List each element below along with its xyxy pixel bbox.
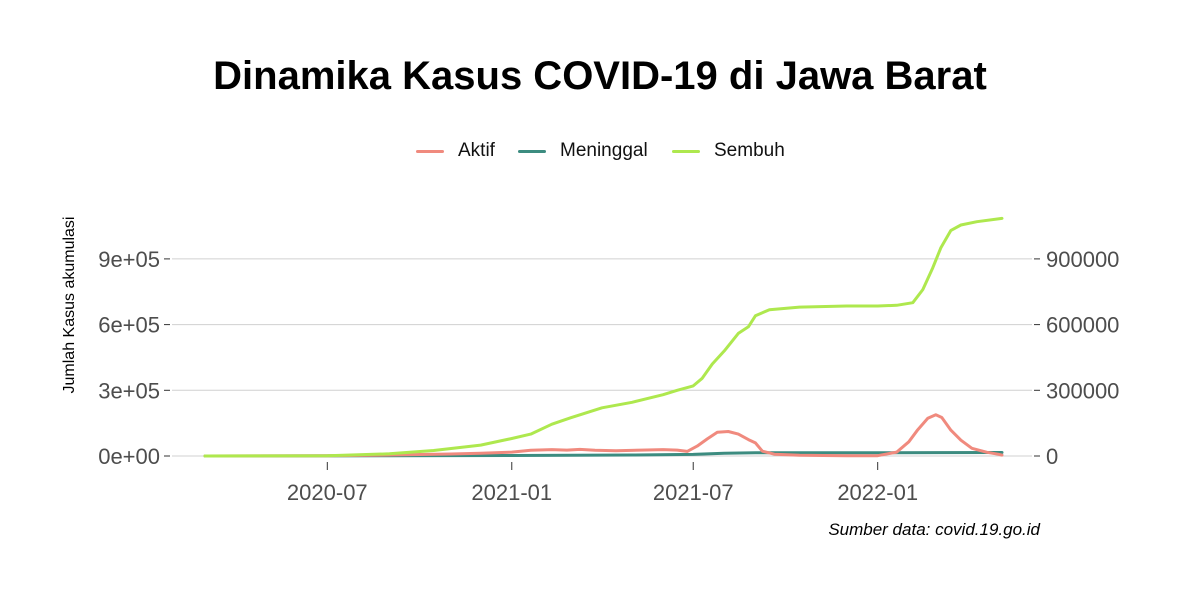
legend-label-meninggal: Meninggal	[560, 140, 648, 161]
y-right-tick-label: 0	[1046, 444, 1058, 469]
legend-swatch-aktif	[416, 149, 444, 153]
legend-swatch-meninggal	[518, 149, 546, 153]
source-caption: Sumber data: covid.19.go.id	[828, 520, 1040, 539]
y-left-tick-label: 3e+05	[98, 378, 160, 403]
y-left-tick-label: 6e+05	[98, 313, 160, 338]
gridlines	[172, 258, 1032, 457]
x-tick-label: 2021-07	[653, 480, 734, 505]
y-axis-label: Jumlah Kasus akumulasi	[61, 217, 78, 394]
y-left-tick-label: 9e+05	[98, 247, 160, 272]
y-right-tick-label: 900000	[1046, 247, 1119, 272]
legend-label-aktif: Aktif	[458, 140, 495, 161]
chart-title: Dinamika Kasus COVID-19 di Jawa Barat	[213, 54, 987, 98]
series-line-meninggal	[203, 451, 1004, 458]
legend: Aktif Meninggal Sembuh	[0, 136, 1200, 166]
legend-item-sembuh: Sembuh	[672, 136, 785, 166]
legend-swatch-sembuh	[672, 149, 700, 153]
x-tick-label: 2020-07	[287, 480, 368, 505]
series-line-aktif	[203, 413, 1004, 458]
legend-item-aktif: Aktif	[416, 136, 495, 166]
axes: 0e+00 0 3e+05 300000 6e+05 600000 9e+05 900000 2…	[98, 247, 1119, 505]
series-line-sembuh	[203, 216, 1004, 458]
y-right-tick-label: 600000	[1046, 313, 1119, 338]
y-right-tick-label: 300000	[1046, 378, 1119, 403]
y-left-tick-label: 0e+00	[98, 444, 160, 469]
legend-item-meninggal: Meninggal	[518, 136, 648, 166]
series-lines	[203, 216, 1004, 458]
legend-label-sembuh: Sembuh	[714, 140, 785, 161]
x-tick-label: 2022-01	[837, 480, 918, 505]
x-tick-label: 2021-01	[471, 480, 552, 505]
